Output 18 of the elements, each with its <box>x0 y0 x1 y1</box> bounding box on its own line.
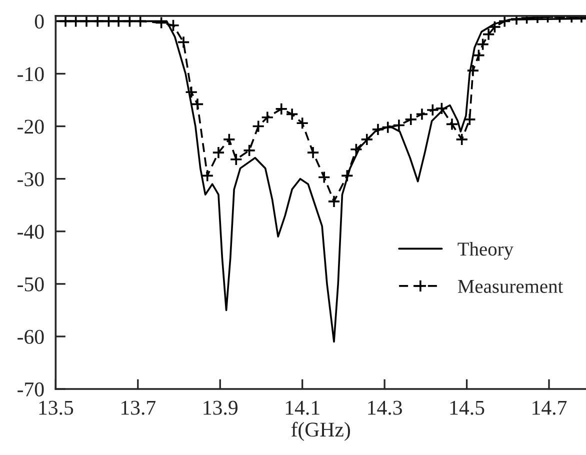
x-tick-label: 13.7 <box>121 400 156 415</box>
x-tick-label: 13.5 <box>39 400 74 415</box>
y-tick-label: -60 <box>18 330 44 344</box>
y-tick-label: -40 <box>18 224 44 239</box>
x-tick-label: 14.3 <box>368 400 402 415</box>
legend-label: Measurement <box>458 280 564 293</box>
x-tick-label: 14.5 <box>450 400 484 415</box>
y-tick-label: -70 <box>18 382 44 396</box>
x-tick-label: 13.9 <box>204 400 238 415</box>
y-tick-label: -20 <box>18 120 44 134</box>
y-tick-label: -50 <box>18 277 44 292</box>
x-tick-label: 14.7 <box>532 400 567 415</box>
x-axis-title: f(GHz) <box>291 422 350 441</box>
y-tick-label: -30 <box>18 172 44 186</box>
y-tick-label: 0 <box>34 14 44 29</box>
x-tick-label: 14.1 <box>286 400 320 415</box>
legend-label: Theory <box>458 242 514 260</box>
y-tick-label: -10 <box>18 67 44 82</box>
